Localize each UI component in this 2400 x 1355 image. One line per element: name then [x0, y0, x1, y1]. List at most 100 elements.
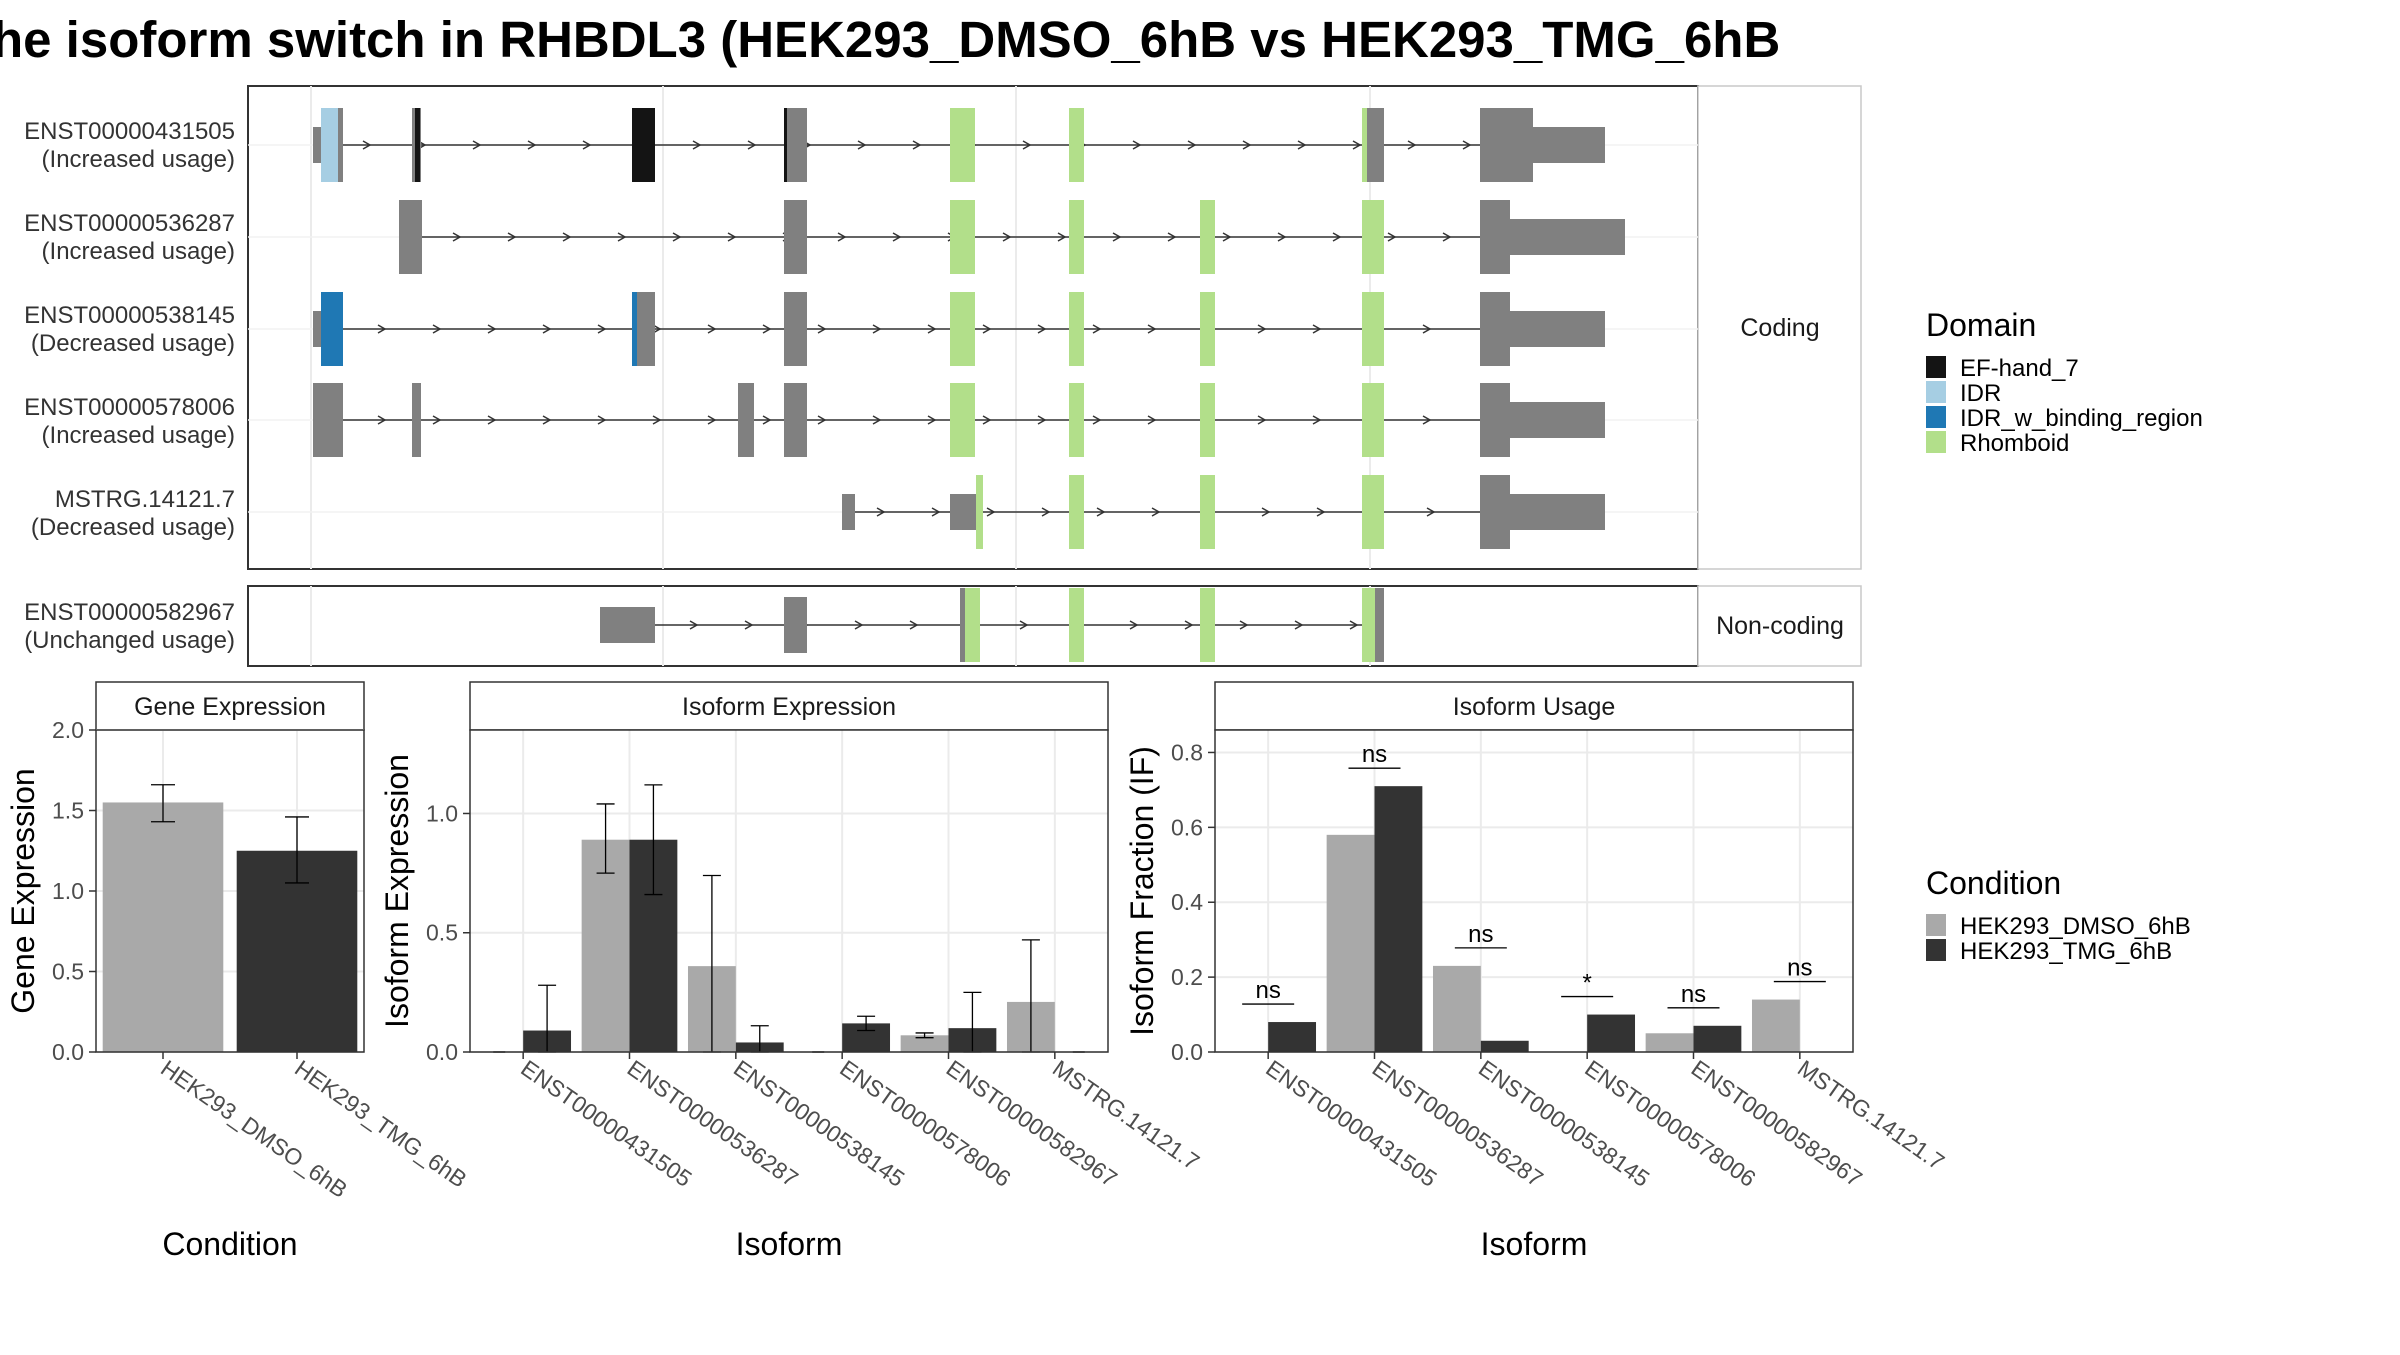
significance-label: ns — [1681, 981, 1706, 1008]
noncoding-strip — [1697, 585, 1862, 667]
direction-arrow — [1387, 232, 1397, 242]
transcript-tracks — [313, 108, 1625, 662]
legend-label-ef-hand: EF-hand_7 — [1960, 355, 2079, 382]
direction-arrow — [857, 140, 867, 150]
direction-arrow — [1092, 324, 1102, 334]
y-tick-label: 1.5 — [52, 798, 84, 824]
direction-arrow — [1462, 140, 1472, 150]
direction-arrow — [707, 415, 717, 425]
direction-arrow — [1151, 507, 1161, 517]
direction-arrow — [1037, 324, 1047, 334]
direction-arrow — [1187, 140, 1197, 150]
utr-exon — [950, 494, 980, 530]
direction-arrow — [982, 415, 992, 425]
significance-label: ns — [1468, 921, 1493, 948]
rhomboid-domain — [1200, 475, 1215, 549]
bar — [102, 802, 224, 1052]
x-axis-title: Condition — [162, 1226, 297, 1262]
panel-title: Gene Expression — [134, 693, 326, 721]
exon — [1480, 383, 1510, 457]
transcript-1-usage: (Increased usage) — [42, 146, 235, 173]
direction-arrow — [689, 620, 699, 630]
legend-key-tmg — [1926, 939, 1946, 961]
direction-arrow — [1294, 620, 1304, 630]
direction-arrow — [652, 324, 662, 334]
exon — [784, 108, 807, 182]
direction-arrow — [1426, 507, 1436, 517]
direction-arrow — [542, 415, 552, 425]
x-tick-label: ENST00000536287 — [1368, 1055, 1548, 1192]
legend-label-rhomboid: Rhomboid — [1960, 430, 2069, 457]
bar — [900, 1035, 949, 1052]
panel-title: Isoform Expression — [682, 693, 896, 721]
exon — [1480, 200, 1510, 274]
x-tick-label: ENST00000538145 — [729, 1055, 909, 1192]
rhomboid-domain — [1362, 475, 1384, 549]
condition-legend: Condition HEK293_DMSO_6hB HEK293_TMG_6hB — [1926, 865, 2191, 965]
direction-arrow — [377, 324, 387, 334]
panel-border — [1214, 729, 1854, 1053]
idr-domain — [321, 108, 340, 182]
x-tick-label: ENST00000578006 — [1580, 1055, 1760, 1192]
y-tick-label: 0.0 — [426, 1039, 458, 1065]
rhomboid-domain — [950, 292, 975, 366]
direction-arrow — [727, 232, 737, 242]
exon — [313, 383, 343, 457]
significance-label: * — [1582, 970, 1591, 997]
direction-arrow — [507, 232, 517, 242]
significance-label: ns — [1255, 977, 1280, 1004]
y-tick-label: 0.8 — [1171, 739, 1203, 765]
legend-label-dmso: HEK293_DMSO_6hB — [1960, 913, 2191, 940]
direction-arrow — [1022, 140, 1032, 150]
direction-arrow — [452, 232, 462, 242]
direction-arrow — [1037, 415, 1047, 425]
direction-arrow — [1349, 620, 1359, 630]
direction-arrow — [837, 232, 847, 242]
transcript-track-1 — [313, 108, 1605, 182]
figure-title: he isoform switch in RHBDL3 (HEK293_DMSO… — [0, 11, 1780, 68]
condition-legend-title: Condition — [1926, 865, 2061, 901]
legend-key-ef-hand — [1926, 356, 1946, 378]
bar — [1587, 1014, 1636, 1052]
direction-arrow — [692, 140, 702, 150]
legend-key-dmso — [1926, 914, 1946, 936]
direction-arrow — [817, 324, 827, 334]
direction-arrow — [1147, 415, 1157, 425]
rhomboid-domain — [1362, 292, 1384, 366]
exon — [1480, 292, 1510, 366]
x-tick-label: ENST00000582967 — [1687, 1055, 1867, 1192]
panel-title: Isoform Usage — [1453, 693, 1616, 721]
direction-arrow — [617, 232, 627, 242]
coding-strip-label: Coding — [1740, 314, 1819, 342]
rhomboid-domain — [1362, 383, 1384, 457]
y-tick-label: 0.4 — [1171, 889, 1203, 915]
rhomboid-domain — [1069, 200, 1084, 274]
transcript-5-id: MSTRG.14121.7 — [55, 486, 235, 513]
bar — [1751, 999, 1800, 1052]
transcript-structure-plot: Coding Non-coding ENST00000431505 (Incre… — [24, 85, 1862, 667]
direction-arrow — [1352, 140, 1362, 150]
bar — [1693, 1025, 1742, 1052]
direction-arrow — [912, 140, 922, 150]
rhomboid-domain — [965, 588, 980, 662]
exon — [784, 597, 807, 653]
exon — [632, 292, 655, 366]
transcript-3-id: ENST00000538145 — [24, 302, 235, 329]
noncoding-strip-label: Non-coding — [1716, 612, 1844, 640]
direction-arrow — [562, 232, 572, 242]
direction-arrow — [854, 620, 864, 630]
direction-arrow — [1096, 507, 1106, 517]
direction-arrow — [472, 140, 482, 150]
idr-binding-domain — [321, 292, 343, 366]
bar — [1326, 834, 1375, 1052]
y-tick-label: 0.0 — [1171, 1039, 1203, 1065]
panel-border — [469, 729, 1109, 1053]
rhomboid-domain — [1069, 292, 1084, 366]
direction-arrow — [377, 415, 387, 425]
panel-strip — [95, 681, 365, 731]
y-tick-label: 0.6 — [1171, 814, 1203, 840]
bar — [1268, 1022, 1317, 1052]
rhomboid-domain — [1069, 383, 1084, 457]
y-axis-title: Isoform Expression — [379, 754, 415, 1028]
direction-arrow — [1112, 232, 1122, 242]
